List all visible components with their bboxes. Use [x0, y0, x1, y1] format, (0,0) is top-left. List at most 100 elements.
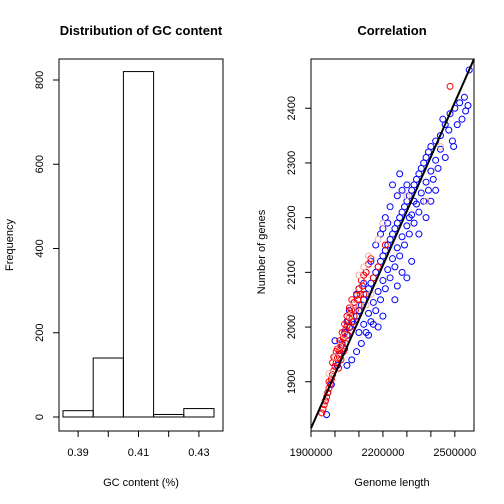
scatter-point — [389, 255, 396, 263]
scatter-point — [415, 208, 423, 216]
histogram-y-tick-label: 800 — [34, 71, 46, 89]
scatter-point — [458, 115, 466, 123]
histogram-bar — [153, 413, 185, 418]
histogram-y-label: Frequency — [4, 219, 16, 271]
scatter-point — [343, 312, 351, 320]
scatter-point — [356, 290, 364, 298]
histogram-x-label: GC content (%) — [103, 477, 179, 489]
scatter-point — [427, 197, 435, 205]
scatter-panel: Correlation 1900000 2200000 2500000 1900 20… — [256, 23, 476, 489]
scatter-point — [446, 110, 454, 118]
scatter-x-tick-label: 1900000 — [290, 447, 333, 459]
scatter-point — [441, 153, 449, 161]
histogram-y-tick-label: 200 — [34, 324, 46, 342]
scatter-point — [384, 219, 392, 227]
scatter-point — [393, 192, 401, 200]
histogram-title: Distribution of GC content — [60, 23, 223, 38]
scatter-point — [379, 219, 387, 227]
histogram-y-tick-label: 400 — [34, 239, 46, 257]
scatter-y-tick-label: 2400 — [286, 96, 298, 120]
scatter-y-label: Number of genes — [256, 209, 268, 294]
scatter-point — [343, 361, 351, 369]
scatter-point — [400, 241, 408, 249]
scatter-point — [325, 370, 333, 378]
scatter-point — [403, 222, 411, 230]
scatter-y-tick-label: 2200 — [286, 205, 298, 229]
scatter-point — [381, 241, 389, 249]
scatter-point — [396, 170, 404, 178]
scatter-point — [365, 331, 373, 339]
scatter-point — [336, 342, 344, 350]
scatter-x-axis: 1900000 2200000 2500000 — [290, 430, 476, 459]
scatter-point — [462, 107, 470, 115]
scatter-point — [405, 230, 413, 238]
scatter-point — [331, 353, 339, 361]
scatter-point — [436, 143, 444, 151]
histogram-bar — [183, 408, 215, 418]
scatter-title: Correlation — [357, 23, 426, 38]
histogram-y-tick-label: 0 — [34, 414, 46, 420]
scatter-point — [424, 186, 432, 194]
scatter-point — [365, 252, 373, 260]
scatter-y-tick-label: 2000 — [286, 315, 298, 339]
regression-line-group — [310, 58, 475, 429]
scatter-point — [353, 348, 361, 356]
scatter-point — [422, 178, 430, 186]
scatter-point — [341, 331, 349, 339]
scatter-point — [391, 263, 399, 271]
scatter-y-tick-label: 2300 — [286, 151, 298, 175]
scatter-point — [336, 337, 344, 345]
scatter-point — [436, 145, 444, 153]
scatter-point — [427, 167, 435, 175]
scatter-point — [456, 99, 464, 107]
scatter-point — [379, 225, 387, 233]
scatter-point — [434, 164, 442, 172]
scatter-point — [422, 197, 430, 205]
scatter-point — [386, 274, 394, 282]
scatter-point — [377, 296, 385, 304]
scatter-point — [432, 186, 440, 194]
scatter-y-tick-label: 1900 — [286, 370, 298, 394]
scatter-point — [398, 186, 406, 194]
scatter-point — [391, 296, 399, 304]
scatter-point — [415, 230, 423, 238]
scatter-point — [417, 189, 425, 197]
scatter-point — [372, 307, 380, 315]
scatter-point — [420, 197, 428, 205]
scatter-point — [398, 268, 406, 276]
scatter-point — [386, 203, 394, 211]
scatter-point — [355, 329, 363, 337]
histogram-bars — [62, 71, 215, 418]
histogram-y-axis: 0 200 400 600 800 — [34, 71, 60, 420]
histogram-x-tick-label: 0.39 — [67, 447, 88, 459]
scatter-point — [355, 271, 363, 279]
scatter-y-tick-label: 2100 — [286, 260, 298, 284]
scatter-point — [389, 181, 396, 189]
scatter-point — [439, 115, 447, 123]
scatter-point — [427, 143, 435, 151]
scatter-points — [318, 66, 473, 419]
scatter-point — [403, 192, 411, 200]
scatter-point — [393, 282, 401, 290]
histogram-panel: Distribution of GC content 0.39 0.41 0.43 … — [4, 23, 224, 489]
scatter-x-label: Genome length — [354, 477, 429, 489]
scatter-point — [345, 312, 353, 320]
scatter-point — [453, 121, 461, 129]
scatter-point — [460, 93, 468, 101]
scatter-point — [384, 266, 392, 274]
scatter-point — [374, 288, 382, 295]
scatter-point — [432, 156, 440, 164]
histogram-bar — [122, 71, 155, 418]
scatter-point — [410, 219, 418, 227]
scatter-point — [403, 274, 411, 282]
histogram-bar — [92, 357, 124, 418]
scatter-point — [396, 252, 404, 260]
scatter-point — [337, 356, 345, 364]
scatter-point — [369, 298, 377, 306]
scatter-point — [359, 282, 367, 290]
scatter-point — [348, 356, 356, 364]
histogram-plot-box — [58, 58, 224, 432]
scatter-point — [398, 233, 406, 241]
scatter-point — [369, 320, 377, 328]
histogram-y-tick-label: 600 — [34, 155, 46, 173]
